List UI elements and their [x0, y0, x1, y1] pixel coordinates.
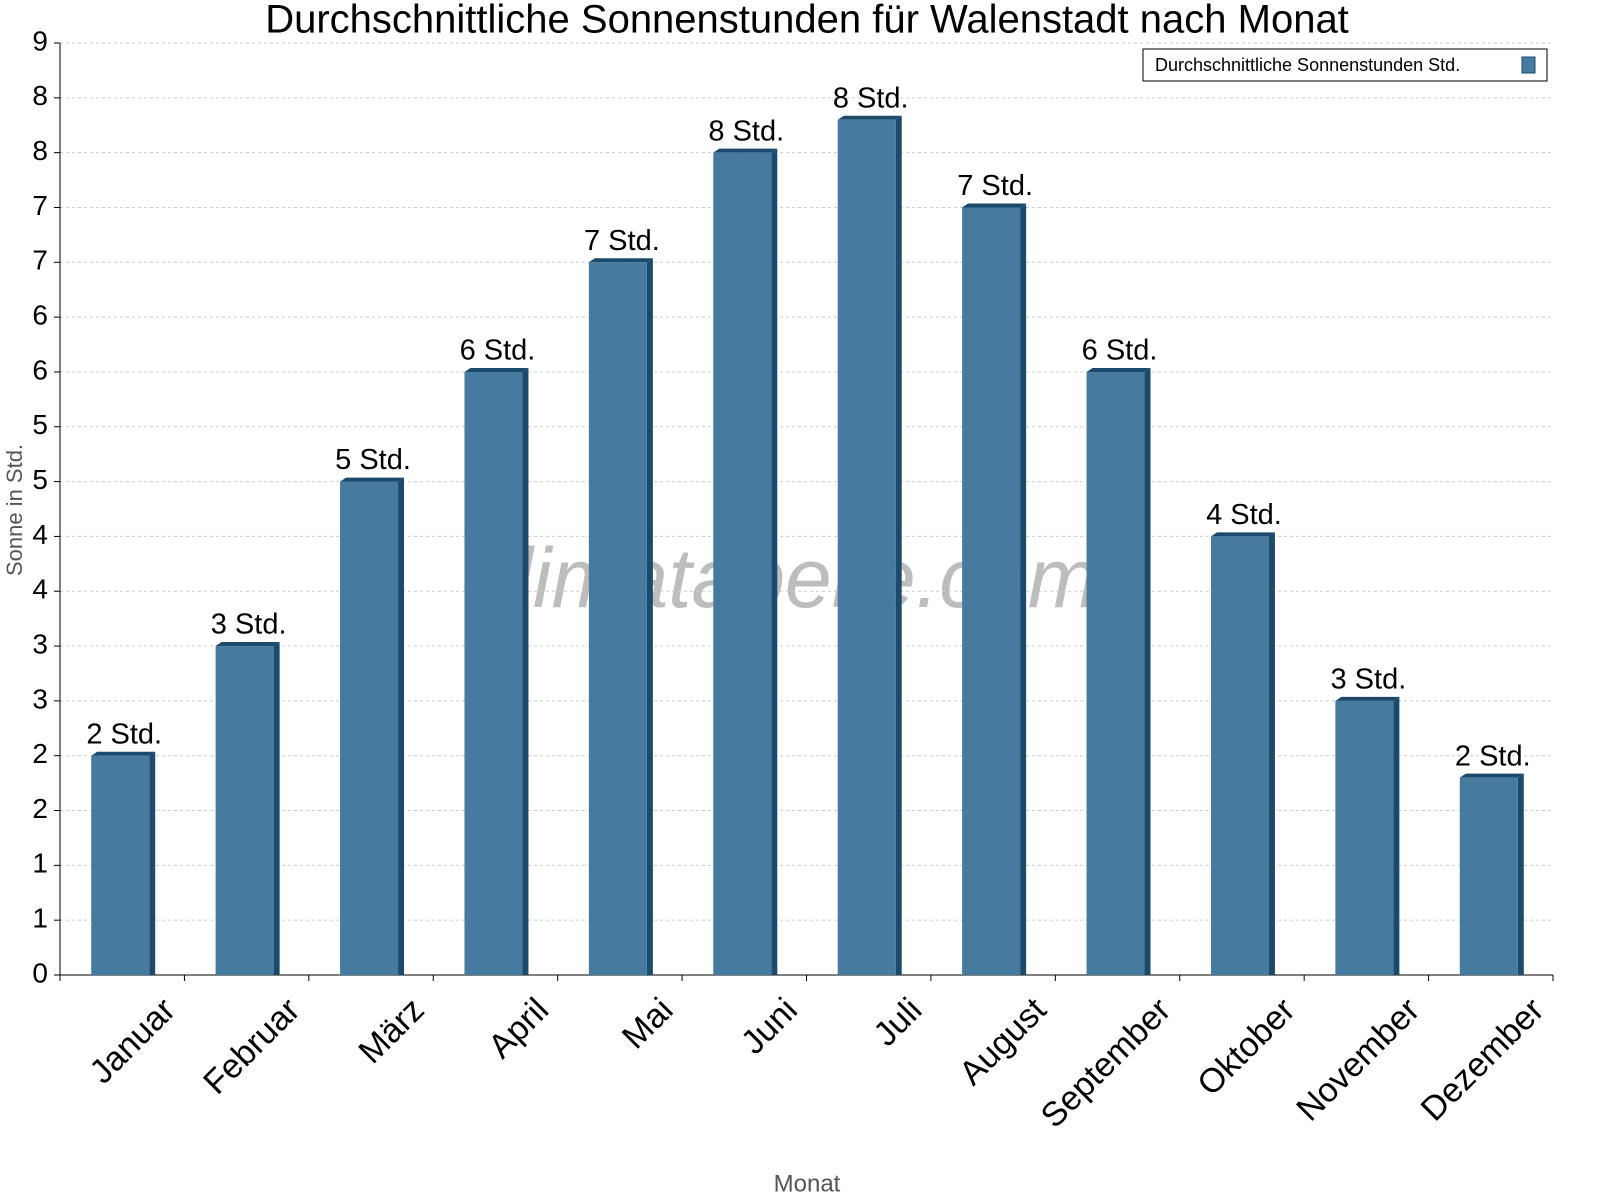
value-label: 4 Std.: [1206, 499, 1282, 531]
value-label: 8 Std.: [708, 115, 784, 147]
value-label: 6 Std.: [1082, 335, 1158, 367]
bar-side: [646, 258, 653, 975]
x-tick-label: August: [952, 990, 1054, 1092]
y-tick-label: 2: [32, 793, 48, 824]
value-label: 3 Std.: [211, 609, 287, 641]
y-tick-label: 7: [32, 245, 48, 276]
value-label: 3 Std.: [1330, 664, 1406, 696]
bar-top: [91, 751, 156, 756]
y-tick-label: 2: [32, 738, 48, 769]
x-tick-label: Januar: [82, 991, 182, 1091]
value-label: 5 Std.: [335, 444, 411, 476]
value-label: 2 Std.: [86, 718, 162, 750]
bar: [1210, 536, 1269, 975]
bar: [837, 119, 896, 976]
bar-top: [1459, 773, 1524, 778]
x-tick-label: März: [351, 991, 431, 1071]
x-axis-label: Monat: [774, 1170, 841, 1197]
value-label: 7 Std.: [584, 225, 660, 257]
legend: Durchschnittliche Sonnenstunden Std.: [1142, 48, 1548, 82]
bar-side: [1517, 773, 1524, 975]
y-tick-label: 5: [32, 409, 48, 440]
legend-label: Durchschnittliche Sonnenstunden Std.: [1155, 55, 1460, 75]
y-tick-label: 0: [32, 957, 48, 988]
bar-side: [895, 115, 902, 976]
bar: [962, 207, 1021, 975]
value-label: 6 Std.: [460, 335, 536, 367]
y-tick-label: 1: [32, 848, 48, 879]
y-tick-label: 7: [32, 190, 48, 221]
bar-top: [1335, 696, 1400, 701]
x-tick-label: Juni: [734, 991, 805, 1062]
bar-side: [522, 367, 529, 975]
y-axis-label: Sonne in Std.: [2, 444, 27, 576]
y-tick-label: 4: [32, 519, 48, 550]
bar-top: [340, 477, 405, 482]
y-tick-label: 9: [32, 25, 48, 56]
bar: [91, 755, 150, 975]
bar-top: [1210, 532, 1275, 537]
chart-title: Durchschnittliche Sonnenstunden für Wale…: [265, 0, 1349, 42]
bar: [1459, 777, 1518, 975]
y-tick-label: 6: [32, 354, 48, 385]
value-label: 7 Std.: [957, 170, 1033, 202]
x-tick-label: Juli: [866, 991, 929, 1054]
bar-side: [398, 477, 405, 975]
y-tick-label: 5: [32, 464, 48, 495]
bar: [340, 481, 399, 975]
x-tick-label: September: [1034, 991, 1178, 1135]
y-tick-label: 4: [32, 574, 48, 605]
x-tick-label: November: [1289, 991, 1427, 1129]
y-tick-label: 8: [32, 80, 48, 111]
value-label: 2 Std.: [1455, 740, 1531, 772]
bar-top: [713, 148, 778, 153]
y-tick-label: 3: [32, 683, 48, 714]
bar-top: [215, 642, 280, 647]
legend-swatch: [1521, 56, 1536, 74]
bar-top: [588, 258, 653, 263]
bar-side: [771, 148, 778, 975]
bar-top: [962, 203, 1027, 208]
x-tick-label: Dezember: [1414, 991, 1552, 1129]
x-tick-label: Februar: [196, 991, 307, 1102]
bar-side: [1020, 203, 1027, 975]
bar: [1335, 700, 1394, 975]
x-tick-label: Oktober: [1190, 991, 1302, 1103]
y-tick-label: 1: [32, 903, 48, 934]
bar: [588, 262, 647, 975]
x-tick-label: April: [481, 991, 556, 1066]
bar-top: [464, 367, 529, 372]
bar-top: [1086, 367, 1151, 372]
value-label: 8 Std.: [833, 82, 909, 114]
bar-side: [1144, 367, 1151, 975]
bar: [1086, 371, 1145, 975]
bar-side: [1393, 696, 1400, 975]
bar-side: [273, 642, 280, 975]
bar-top: [837, 115, 902, 120]
legend-box: [1142, 48, 1548, 82]
y-tick-label: 3: [32, 628, 48, 659]
bar-side: [1268, 532, 1275, 975]
y-tick-label: 8: [32, 135, 48, 166]
y-tick-label: 6: [32, 300, 48, 331]
bar: [215, 646, 274, 975]
bar: [713, 152, 772, 975]
bar-side: [149, 751, 156, 975]
bar: [464, 371, 523, 975]
x-tick-label: Mai: [615, 991, 681, 1057]
